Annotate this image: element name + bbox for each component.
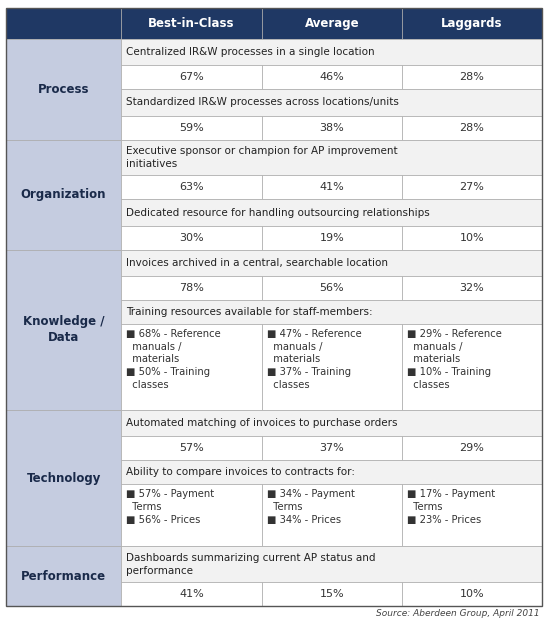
Text: Technology: Technology [26, 471, 101, 485]
Text: Training resources available for staff-members:: Training resources available for staff-m… [126, 307, 373, 317]
Text: 30%: 30% [179, 233, 204, 243]
Text: Executive sponsor or champion for AP improvement
initiatives: Executive sponsor or champion for AP imp… [126, 146, 398, 169]
Text: 37%: 37% [319, 443, 344, 453]
Bar [262, 8, 402, 39]
Text: 78%: 78% [179, 283, 204, 293]
Text: Source: Aberdeen Group, April 2011: Source: Aberdeen Group, April 2011 [376, 609, 540, 618]
Bar [262, 175, 402, 199]
Bar [262, 436, 402, 460]
Text: ■ 34% - Payment
  Terms
■ 34% - Prices: ■ 34% - Payment Terms ■ 34% - Prices [267, 489, 355, 525]
Text: ■ 17% - Payment
  Terms
■ 23% - Prices: ■ 17% - Payment Terms ■ 23% - Prices [407, 489, 495, 525]
Bar [121, 116, 262, 140]
Text: ■ 57% - Payment
  Terms
■ 56% - Prices: ■ 57% - Payment Terms ■ 56% - Prices [126, 489, 214, 525]
Bar [121, 410, 542, 436]
Text: ■ 47% - Reference
  manuals /
  materials
■ 37% - Training
  classes: ■ 47% - Reference manuals / materials ■ … [267, 329, 362, 390]
Bar [402, 276, 542, 300]
Text: ■ 29% - Reference
  manuals /
  materials
■ 10% - Training
  classes: ■ 29% - Reference manuals / materials ■ … [407, 329, 502, 390]
Bar [262, 225, 402, 250]
Bar [6, 8, 121, 39]
Bar [6, 39, 121, 140]
Bar [121, 175, 262, 199]
Text: 46%: 46% [319, 73, 344, 83]
Bar [262, 65, 402, 90]
Bar [121, 582, 262, 606]
Text: ■ 68% - Reference
  manuals /
  materials
■ 50% - Training
  classes: ■ 68% - Reference manuals / materials ■ … [126, 329, 221, 390]
Bar [402, 225, 542, 250]
Bar [6, 546, 121, 606]
Bar [402, 116, 542, 140]
Bar [402, 8, 542, 39]
Bar [262, 582, 402, 606]
Bar [121, 436, 262, 460]
Bar [121, 39, 542, 65]
Bar [121, 460, 542, 484]
Bar [262, 484, 402, 546]
Bar [402, 324, 542, 410]
Bar [262, 324, 402, 410]
Bar [121, 276, 262, 300]
Text: Invoices archived in a central, searchable location: Invoices archived in a central, searchab… [126, 258, 388, 268]
Text: 59%: 59% [179, 123, 204, 133]
Bar [402, 175, 542, 199]
Text: Average: Average [305, 17, 359, 30]
Text: Dashboards summarizing current AP status and
performance: Dashboards summarizing current AP status… [126, 553, 376, 575]
Text: Process: Process [38, 83, 89, 96]
Text: Dedicated resource for handling outsourcing relationships: Dedicated resource for handling outsourc… [126, 207, 430, 217]
Text: 10%: 10% [460, 589, 484, 599]
Bar [402, 484, 542, 546]
Text: Ability to compare invoices to contracts for:: Ability to compare invoices to contracts… [126, 467, 355, 477]
Bar [6, 250, 121, 410]
Bar [121, 199, 542, 225]
Bar [121, 65, 262, 90]
Bar [121, 300, 542, 324]
Text: 10%: 10% [460, 233, 484, 243]
Text: Centralized IR&W processes in a single location: Centralized IR&W processes in a single l… [126, 47, 375, 57]
Text: 57%: 57% [179, 443, 204, 453]
Text: 41%: 41% [179, 589, 204, 599]
Bar [402, 582, 542, 606]
Bar [6, 410, 121, 546]
Bar [121, 546, 542, 582]
Text: 32%: 32% [460, 283, 484, 293]
Bar [121, 484, 262, 546]
Text: 63%: 63% [179, 182, 204, 192]
Text: 41%: 41% [319, 182, 344, 192]
Bar [121, 8, 262, 39]
Text: 38%: 38% [319, 123, 344, 133]
Bar [121, 324, 262, 410]
Bar [402, 65, 542, 90]
Text: Automated matching of invoices to purchase orders: Automated matching of invoices to purcha… [126, 418, 398, 428]
Bar [262, 116, 402, 140]
Bar [121, 225, 262, 250]
Text: 29%: 29% [460, 443, 484, 453]
Bar [262, 276, 402, 300]
Text: 28%: 28% [460, 123, 484, 133]
Text: Organization: Organization [21, 188, 106, 201]
Text: Standardized IR&W processes across locations/units: Standardized IR&W processes across locat… [126, 98, 399, 108]
Text: 15%: 15% [319, 589, 344, 599]
Bar [121, 140, 542, 175]
Text: Performance: Performance [21, 570, 106, 583]
Text: Best-in-Class: Best-in-Class [148, 17, 235, 30]
Text: 19%: 19% [319, 233, 344, 243]
Text: 56%: 56% [319, 283, 344, 293]
Text: Knowledge /
Data: Knowledge / Data [23, 315, 104, 344]
Text: Laggards: Laggards [441, 17, 503, 30]
Bar [402, 436, 542, 460]
Text: 67%: 67% [179, 73, 204, 83]
Bar [6, 140, 121, 250]
Bar [121, 90, 542, 116]
Bar [121, 250, 542, 276]
Text: 28%: 28% [460, 73, 484, 83]
Text: 27%: 27% [460, 182, 484, 192]
